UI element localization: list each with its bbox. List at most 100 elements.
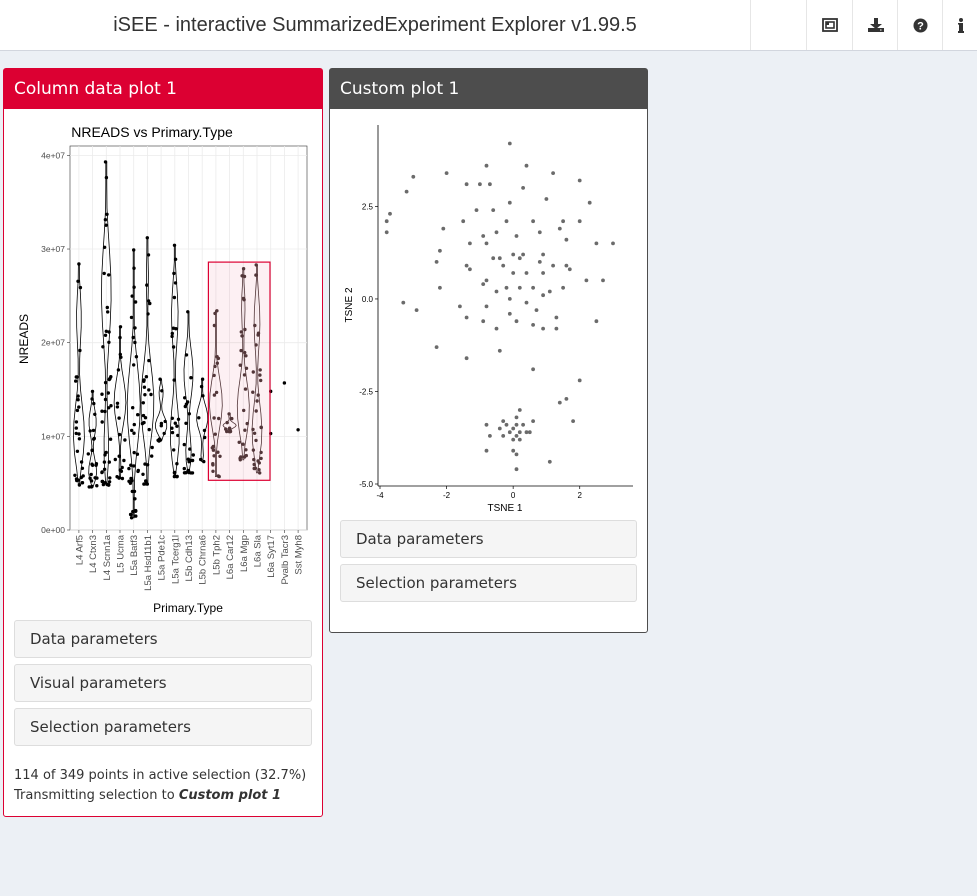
data-point	[89, 479, 94, 483]
data-point	[120, 476, 125, 481]
tsne-point	[401, 300, 406, 305]
selection-brush[interactable]	[207, 261, 271, 481]
data-point	[130, 294, 134, 298]
data-point	[203, 435, 207, 440]
data-point	[100, 420, 104, 424]
data-point	[245, 421, 249, 426]
tsne-point	[517, 437, 522, 442]
data-point	[243, 327, 247, 332]
tsne-point	[507, 311, 512, 316]
data-point	[132, 464, 136, 468]
data-point	[103, 409, 107, 414]
tsne-point	[524, 430, 529, 435]
tsne-point	[551, 263, 555, 268]
column-data-plot[interactable]: NREADS vs Primary.Type 0e+00 1e+07 2e+07 3e…	[4, 110, 322, 620]
data-point	[77, 405, 81, 409]
tsne-point	[521, 252, 525, 257]
tsne-point	[468, 267, 472, 272]
tsne-point	[547, 459, 552, 464]
tsne-point	[531, 323, 535, 327]
data-point	[239, 330, 243, 334]
custom-plot[interactable]: -5.0 -2.5 0.0 2.5 -4 -2 0 2 TSNE 1 TSNE 2	[330, 110, 647, 520]
x-tick-label: -2	[443, 491, 451, 500]
data-point	[104, 223, 108, 227]
data-point	[123, 438, 127, 442]
x-tick-label: -4	[376, 491, 384, 500]
data-point	[102, 467, 107, 471]
panel-organization-button[interactable]	[806, 0, 853, 50]
data-point	[183, 404, 187, 409]
data-point	[74, 477, 79, 481]
data-point	[252, 462, 256, 467]
tsne-point	[524, 271, 529, 275]
data-point	[215, 309, 219, 313]
help-button[interactable]: ?	[897, 0, 943, 50]
data-point	[95, 484, 99, 488]
data-point	[88, 429, 92, 433]
data-point	[133, 509, 138, 513]
transmit-target: Custom plot 1	[178, 788, 282, 803]
data-point	[107, 340, 111, 344]
data-point	[132, 450, 136, 455]
data-point	[243, 350, 247, 355]
y-tick-label: 4e+07	[41, 150, 65, 160]
data-point	[201, 394, 205, 398]
tsne-point	[561, 219, 565, 224]
selection-parameters-toggle[interactable]: Selection parameters	[340, 564, 637, 602]
selection-parameters-toggle[interactable]: Selection parameters	[14, 708, 312, 746]
tsne-point	[601, 278, 605, 283]
data-point	[255, 399, 259, 403]
data-parameters-toggle[interactable]: Data parameters	[14, 620, 312, 658]
data-point	[88, 476, 92, 480]
tsne-point	[488, 182, 492, 187]
data-point	[162, 431, 166, 436]
data-point	[78, 285, 83, 290]
info-button[interactable]	[942, 0, 977, 50]
data-point	[76, 398, 80, 402]
data-point	[108, 437, 113, 441]
data-point	[172, 471, 177, 475]
data-point	[101, 345, 105, 349]
data-point	[171, 345, 176, 349]
tsne-point	[434, 345, 439, 349]
data-point	[170, 416, 174, 420]
data-point	[90, 397, 94, 401]
tsne-point	[554, 326, 559, 331]
tsne-point	[547, 289, 552, 294]
data-point	[215, 355, 219, 359]
data-point	[186, 457, 190, 461]
data-point	[132, 489, 137, 494]
tsne-point	[561, 285, 565, 290]
export-button[interactable]	[852, 0, 898, 50]
data-point	[159, 424, 163, 428]
data-point	[117, 416, 121, 420]
data-point	[212, 416, 216, 420]
x-tick-label: L6a Sla	[252, 534, 263, 567]
data-point	[105, 212, 109, 216]
tsne-point	[497, 348, 502, 353]
data-point	[100, 479, 105, 484]
data-point	[213, 432, 217, 436]
data-point	[86, 452, 91, 456]
data-parameters-toggle[interactable]: Data parameters	[340, 520, 637, 558]
data-point	[251, 370, 255, 374]
tsne-point	[521, 422, 525, 427]
tsne-point	[384, 230, 389, 235]
tsne-point	[511, 252, 516, 257]
data-point	[133, 497, 137, 501]
data-point	[129, 463, 133, 467]
tsne-point	[514, 422, 519, 427]
y-tick-label: 2.5	[362, 202, 374, 211]
data-point	[170, 430, 175, 435]
panel-title: Column data plot 1	[4, 69, 322, 109]
x-tick-label: L5a Hsd11b1	[143, 535, 154, 591]
data-point	[176, 417, 181, 421]
tsne-point	[501, 434, 506, 438]
data-point	[122, 458, 126, 463]
tsne-point	[464, 263, 469, 268]
tsne-point	[411, 174, 416, 179]
visual-parameters-toggle[interactable]: Visual parameters	[14, 664, 312, 702]
data-point	[187, 470, 191, 475]
data-point	[202, 428, 207, 433]
tsne-point	[514, 319, 519, 324]
